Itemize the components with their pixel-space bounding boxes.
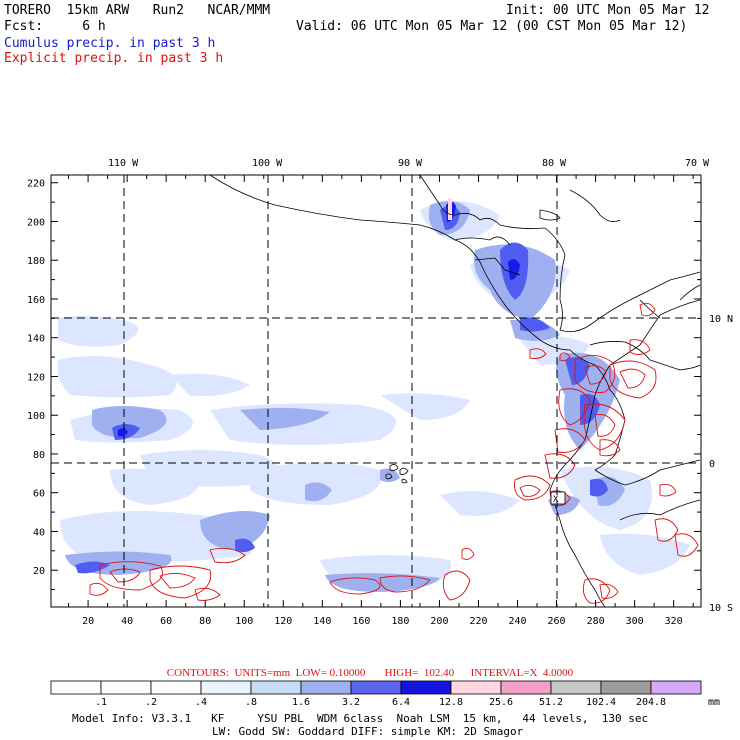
colorbar-label: 3.2 [342,697,360,708]
x-tick-label: 40 [121,616,133,627]
y-tick-label: 140 [27,334,45,345]
colorbar-swatch [500,680,552,695]
explicit-precip-contours [89,302,699,604]
explicit-field-label: Explicit precip. in past 3 h [4,51,224,66]
x-tick-label: 320 [665,616,683,627]
lon-label: 100 W [252,158,283,169]
y-tick-label: 160 [27,295,45,306]
colorbar-label: 25.6 [489,697,513,708]
y-axis-labels: 20 40 60 80 100 120 140 160 180 200 220 [27,179,45,577]
x-tick-label: 200 [430,616,448,627]
x-axis-ticks [68,175,694,607]
lon-label: 110 W [108,158,139,169]
x-tick-label: 120 [274,616,292,627]
colorbar-swatch [450,680,502,695]
x-tick-label: 160 [352,616,370,627]
latlon-grid [51,175,701,607]
x-tick-label: 300 [626,616,644,627]
colorbar-swatch [200,680,252,695]
y-tick-label: 180 [27,256,45,267]
colorbar-label: 12.8 [439,697,463,708]
model-info-line1: Model Info: V3.3.1 KF YSU PBL WDM 6class… [72,712,649,725]
map-title: TORERO 15km ARW Run2 NCAR/MMM [4,3,271,18]
colorbar-unit: mm [708,697,720,708]
colorbar-swatch [350,680,402,695]
model-info-line2: LW: Godd SW: Goddard DIFF: simple KM: 2D… [212,725,524,738]
x-tick-label: 80 [199,616,211,627]
x-tick-label: 220 [469,616,487,627]
colorbar-label: .1 [95,697,107,708]
colorbar-label: .8 [245,697,257,708]
y-tick-label: 80 [33,450,45,461]
cumulus-field-label: Cumulus precip. in past 3 h [4,36,216,51]
x-tick-label: 20 [82,616,94,627]
lon-label: 90 W [398,158,423,169]
y-axis-ticks [51,182,701,591]
lat-label: 10 S [709,603,733,614]
y-tick-label: 120 [27,372,45,383]
lat-label: 10 N [709,314,733,325]
colorbar-swatch [550,680,602,695]
y-tick-label: 20 [33,566,45,577]
colorbar-label: 102.4 [586,697,616,708]
x-tick-label: 60 [160,616,172,627]
x-tick-label: 140 [313,616,331,627]
colorbar-label: 204.8 [636,697,666,708]
precip-high-spot [448,198,452,220]
colorbar-swatch [250,680,302,695]
colorbar-swatch [150,680,202,695]
galapagos-islands [385,464,409,484]
lon-label: 70 W [685,158,710,169]
colorbar-swatch [300,680,352,695]
init-time: Init: 00 UTC Mon 05 Mar 12 [506,3,710,18]
colorbar-swatch [400,680,452,695]
y-tick-label: 60 [33,489,45,500]
coastline-lines [209,174,701,608]
map-frame [50,174,702,608]
valid-time: Valid: 06 UTC Mon 05 Mar 12 (00 CST Mon … [296,19,688,34]
colorbar-label: 1.6 [292,697,310,708]
forecast-hour: Fcst: 6 h [4,19,106,34]
x-tick-label: 260 [548,616,566,627]
x-axis-labels: 20 40 60 80 100 120 140 160 180 200 220 240 260 280 30… [82,616,683,627]
y-tick-label: 220 [27,179,45,190]
station-marker-symbol: X [553,495,559,505]
lat-label: 0 [709,459,715,470]
colorbar-swatch [50,680,102,695]
colorbar-label: 51.2 [539,697,563,708]
y-tick-label: 200 [27,217,45,228]
colorbar-label: .4 [195,697,207,708]
x-tick-label: 100 [235,616,253,627]
lon-label: 80 W [542,158,567,169]
contour-info: CONTOURS: UNITS=mm LOW= 0.10000 HIGH= 10… [166,667,574,679]
colorbar-swatch [600,680,652,695]
y-tick-label: 40 [33,527,45,538]
station-marker-box [550,491,566,505]
colorbar-label: .2 [145,697,157,708]
x-tick-label: 240 [508,616,526,627]
colorbar-swatch [650,680,702,695]
x-tick-label: 180 [391,616,409,627]
y-tick-label: 100 [27,411,45,422]
x-tick-label: 280 [587,616,605,627]
colorbar-swatch [100,680,152,695]
colorbar: .1 .2 .4 .8 1.6 3.2 6.4 12.8 25.6 51.2 102.4 204.8 [50,680,702,708]
colorbar-label: 6.4 [392,697,410,708]
